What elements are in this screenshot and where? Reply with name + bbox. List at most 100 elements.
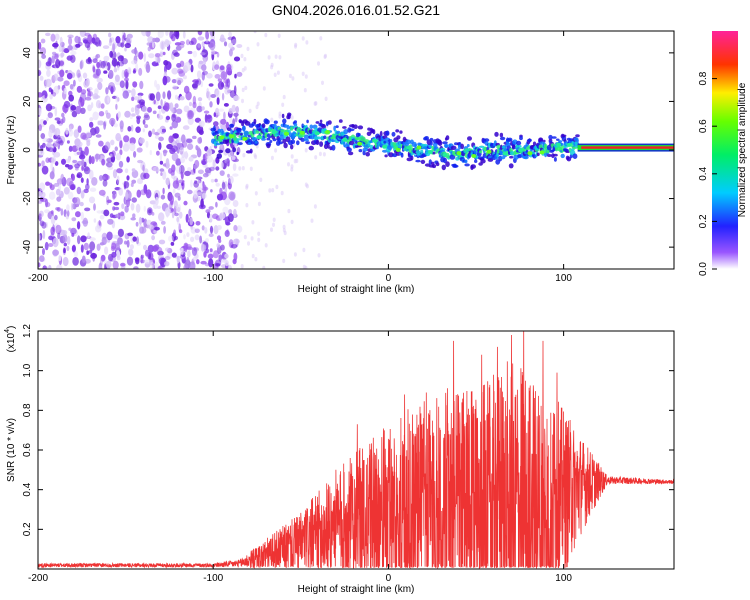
signal-speckle: [494, 131, 499, 137]
signal-speckle: [480, 158, 486, 164]
noise-speckle: [136, 189, 142, 198]
signal-speckle: [523, 156, 529, 160]
noise-speckle: [80, 244, 84, 253]
noise-speckle: [96, 210, 103, 214]
noise-speckle: [106, 199, 112, 204]
noise-speckle: [208, 258, 214, 268]
noise-speckle: [132, 81, 138, 88]
noise-speckle: [220, 71, 228, 80]
noise-speckle: [124, 141, 131, 147]
noise-speckle: [146, 219, 152, 226]
noise-speckle: [262, 86, 266, 91]
signal-peak: [518, 148, 524, 153]
noise-speckle: [228, 209, 233, 215]
signal-speckle: [575, 134, 580, 138]
noise-speckle: [123, 135, 130, 143]
noise-speckle: [98, 175, 104, 181]
noise-speckle: [66, 140, 70, 144]
noise-speckle: [174, 94, 178, 100]
noise-speckle: [49, 191, 56, 200]
noise-speckle: [243, 66, 247, 71]
noise-speckle: [228, 175, 234, 185]
noise-speckle: [44, 241, 49, 251]
noise-speckle: [232, 163, 237, 172]
signal-speckle: [376, 144, 379, 150]
noise-speckle: [143, 244, 147, 251]
noise-speckle: [66, 210, 70, 217]
noise-speckle: [56, 264, 63, 269]
noise-speckle: [137, 178, 143, 185]
noise-speckle: [158, 136, 164, 142]
noise-speckle: [283, 230, 287, 236]
signal-speckle: [290, 139, 296, 144]
noise-speckle: [87, 56, 92, 63]
noise-speckle: [159, 168, 165, 172]
noise-speckle: [80, 211, 85, 221]
noise-speckle: [257, 201, 261, 207]
signal-speckle: [216, 153, 222, 159]
noise-speckle: [96, 243, 101, 251]
noise-speckle: [85, 131, 92, 138]
signal-speckle: [414, 143, 417, 147]
noise-speckle: [174, 42, 182, 46]
signal-peak: [456, 151, 462, 156]
noise-speckle: [70, 227, 77, 235]
noise-speckle: [79, 60, 83, 70]
signal-speckle: [518, 145, 522, 148]
signal-peak: [314, 131, 320, 136]
noise-speckle: [183, 200, 188, 206]
noise-speckle: [45, 78, 52, 88]
signal-speckle: [321, 124, 326, 129]
noise-speckle: [142, 164, 145, 172]
noise-speckle: [46, 69, 51, 78]
noise-speckle: [131, 179, 137, 184]
x-tick-label: 100: [555, 573, 572, 584]
noise-speckle: [91, 177, 98, 186]
noise-speckle: [115, 213, 120, 219]
signal-speckle: [253, 118, 257, 124]
noise-speckle: [98, 111, 105, 117]
signal-speckle: [483, 146, 488, 152]
noise-speckle: [224, 253, 229, 259]
noise-speckle: [145, 140, 149, 148]
signal-speckle: [442, 141, 448, 145]
noise-speckle: [70, 202, 74, 211]
noise-speckle: [89, 237, 96, 241]
noise-speckle: [141, 31, 148, 37]
noise-speckle: [209, 248, 213, 253]
noise-speckle: [80, 150, 85, 157]
noise-speckle: [139, 137, 145, 144]
noise-speckle: [127, 126, 132, 132]
noise-speckle: [187, 110, 194, 120]
signal-speckle: [379, 130, 383, 137]
signal-peak: [395, 147, 401, 152]
signal-speckle: [226, 127, 232, 131]
noise-speckle: [190, 227, 197, 234]
noise-speckle: [302, 264, 306, 269]
noise-speckle: [257, 237, 261, 243]
noise-speckle: [156, 83, 161, 91]
noise-speckle: [70, 105, 77, 111]
noise-speckle: [217, 225, 222, 230]
noise-speckle: [130, 124, 134, 132]
signal-peak: [406, 145, 411, 150]
noise-speckle: [40, 191, 46, 198]
noise-speckle: [242, 153, 246, 158]
noise-speckle: [184, 61, 192, 72]
noise-speckle: [70, 50, 77, 56]
noise-speckle: [205, 238, 209, 243]
noise-speckle: [187, 117, 194, 125]
noise-speckle: [200, 260, 207, 265]
noise-speckle: [187, 250, 191, 258]
noise-speckle: [272, 222, 275, 227]
noise-speckle: [131, 113, 136, 117]
noise-speckle: [234, 115, 238, 123]
noise-speckle: [177, 204, 181, 213]
noise-speckle: [241, 98, 244, 104]
noise-speckle: [182, 125, 190, 130]
noise-speckle: [143, 168, 149, 175]
noise-speckle: [115, 36, 121, 44]
noise-speckle: [126, 239, 130, 248]
noise-speckle: [60, 52, 65, 57]
noise-speckle: [190, 169, 196, 175]
